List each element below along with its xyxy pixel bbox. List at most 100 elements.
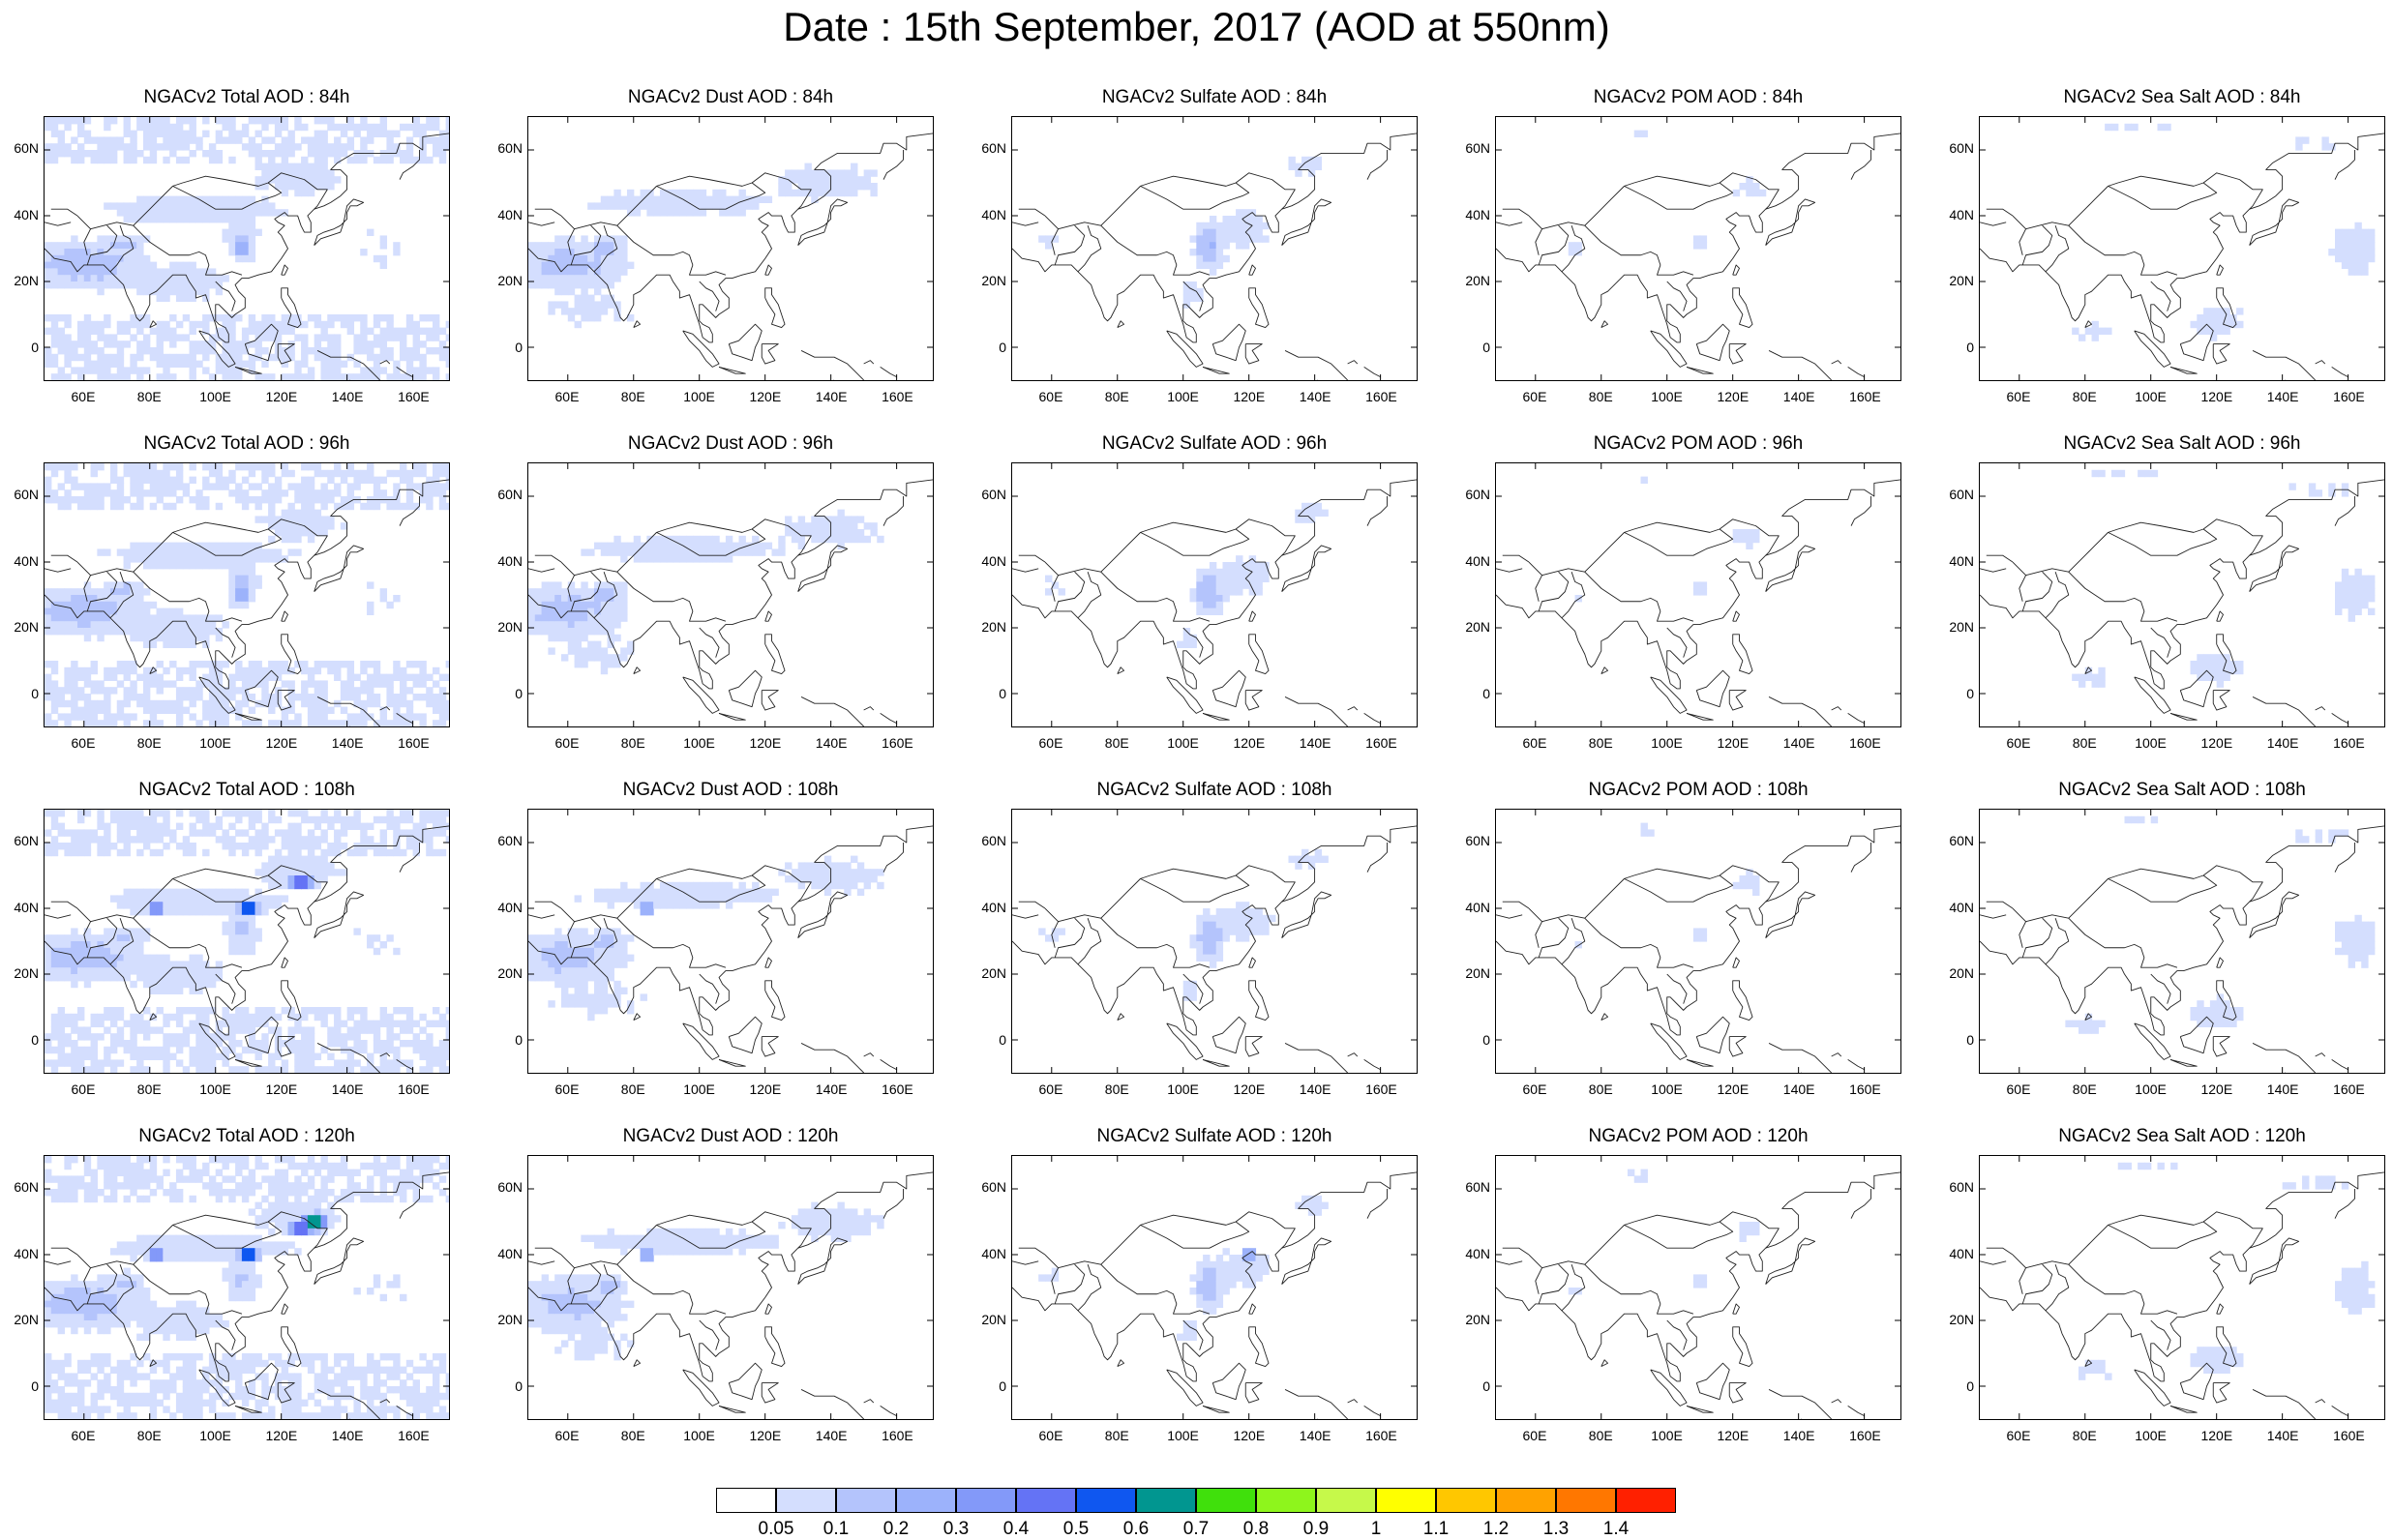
aod-cell — [228, 555, 235, 562]
aod-cell — [548, 955, 554, 962]
lat-label: 20N — [1939, 619, 1974, 635]
aod-cell — [242, 581, 249, 588]
aod-cell — [554, 981, 561, 988]
aod-cell — [91, 470, 98, 477]
aod-cell — [380, 1007, 387, 1014]
aod-cell — [143, 216, 150, 222]
aod-cell — [242, 222, 249, 229]
aod-cell — [601, 654, 608, 661]
aod-cell — [216, 288, 223, 295]
aod-cell — [347, 680, 354, 687]
aod-cell — [130, 895, 136, 902]
aod-cell — [150, 849, 157, 856]
aod-cell — [64, 275, 71, 281]
aod-cell — [275, 856, 282, 863]
aod-cell — [110, 713, 117, 720]
aod-cell — [176, 667, 183, 674]
aod-cell — [117, 341, 124, 347]
aod-cell — [228, 680, 235, 687]
aod-cell — [360, 836, 367, 843]
aod-cell — [308, 700, 314, 707]
aod-cell — [209, 209, 216, 216]
aod-cell — [104, 361, 110, 368]
aod-cell — [150, 124, 157, 131]
aod-cell — [1216, 608, 1223, 615]
aod-cell — [97, 967, 104, 974]
aod-cell — [249, 816, 255, 823]
coastline — [1282, 546, 1331, 592]
aod-cell — [287, 856, 294, 863]
aod-cell — [334, 373, 341, 380]
aod-cell — [320, 328, 327, 335]
aod-cell — [1203, 235, 1210, 242]
aod-cell — [575, 628, 582, 635]
aod-cell — [341, 1059, 347, 1066]
aod-cell — [163, 1047, 169, 1053]
aod-cell — [327, 869, 334, 875]
aod-cell — [216, 635, 223, 641]
aod-cell — [575, 268, 582, 275]
aod-cell — [446, 483, 449, 489]
aod-cell — [433, 463, 439, 470]
aod-cell — [594, 275, 601, 281]
map-frame — [44, 116, 450, 381]
country-border — [700, 628, 719, 658]
aod-cell — [2223, 674, 2229, 681]
aod-cell — [169, 635, 176, 641]
aod-cell — [334, 470, 341, 477]
aod-cell — [249, 229, 255, 236]
aod-cell — [347, 470, 354, 477]
aod-cell — [136, 694, 143, 700]
aod-cell — [608, 255, 614, 262]
aod-cell — [693, 536, 700, 543]
aod-cell — [91, 934, 98, 941]
aod-cell — [124, 967, 131, 974]
aod-cell — [2190, 667, 2197, 674]
aod-cell — [804, 529, 811, 536]
aod-cell — [143, 262, 150, 269]
aod-map — [1012, 463, 1417, 726]
aod-cell — [413, 463, 420, 470]
aod-cell — [143, 895, 150, 902]
aod-map — [1980, 463, 2384, 726]
aod-cell — [235, 235, 242, 242]
aod-cell — [620, 255, 627, 262]
aod-cell — [353, 849, 360, 856]
aod-cell — [242, 928, 249, 934]
aod-cell — [864, 183, 871, 190]
aod-cell — [223, 321, 229, 328]
aod-cell — [195, 628, 202, 635]
aod-cell — [77, 1047, 84, 1053]
aod-cell — [308, 680, 314, 687]
aod-cell — [169, 150, 176, 157]
aod-cell — [104, 262, 110, 269]
aod-cell — [104, 1026, 110, 1033]
aod-cell — [301, 529, 308, 536]
aod-cell — [400, 849, 406, 856]
aod-cell — [45, 489, 51, 496]
aod-cell — [353, 1059, 360, 1066]
aod-cell — [327, 862, 334, 869]
aod-cell — [433, 117, 439, 124]
aod-cell — [143, 602, 150, 608]
aod-cell — [360, 823, 367, 830]
aod-cell — [548, 941, 554, 948]
aod-cell — [360, 157, 367, 163]
aod-cell — [202, 367, 209, 373]
panel-title: NGACv2 POM AOD : 96h — [1495, 433, 1901, 455]
aod-cell — [110, 117, 117, 124]
aod-cell — [117, 321, 124, 328]
aod-cell — [811, 882, 818, 889]
aod-cell — [308, 347, 314, 354]
aod-cell — [190, 694, 196, 700]
aod-cell — [84, 131, 91, 137]
aod-cell — [45, 483, 51, 489]
lat-label: 0 — [1455, 686, 1490, 701]
aod-cell — [64, 588, 71, 595]
aod-cell — [1210, 581, 1216, 588]
aod-cell — [136, 941, 143, 948]
aod-cell — [327, 1040, 334, 1047]
aod-cell — [301, 463, 308, 470]
aod-cell — [380, 1066, 387, 1073]
aod-cell — [406, 1014, 413, 1021]
